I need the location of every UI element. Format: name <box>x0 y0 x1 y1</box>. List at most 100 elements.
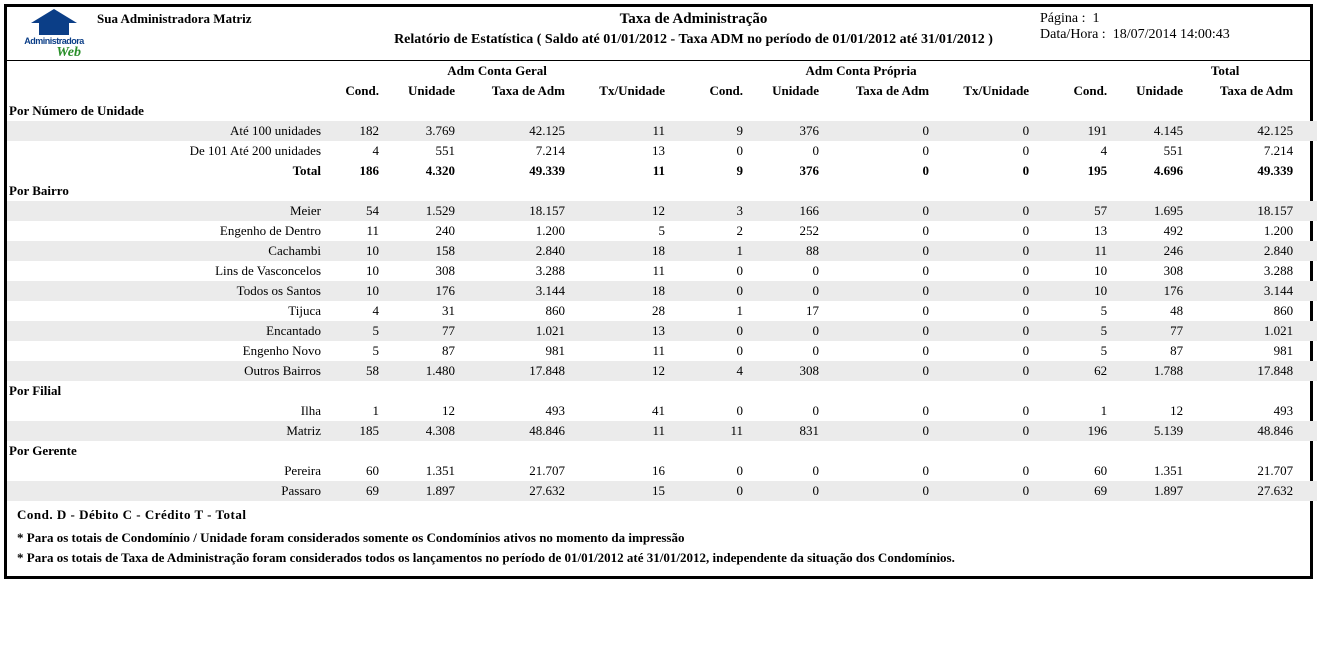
cell-value: 11 <box>1299 341 1317 361</box>
cell-value: 860 <box>461 301 571 321</box>
cell-value: 0 <box>825 121 935 141</box>
cell-value: 0 <box>749 401 825 421</box>
cell-value: 0 <box>935 241 1035 261</box>
gap <box>671 241 691 261</box>
report-table: Adm Conta GeralAdm Conta PrópriaTotalCon… <box>7 61 1317 501</box>
logo-block: Administradora Web <box>7 7 97 60</box>
cell-value: 4.696 <box>1113 161 1189 181</box>
cell-value: 981 <box>1189 341 1299 361</box>
datetime-value: 18/07/2014 14:00:43 <box>1113 27 1230 42</box>
gap <box>1035 481 1055 501</box>
cell-value: 7.214 <box>461 141 571 161</box>
cell-value: 551 <box>1113 141 1189 161</box>
cell-value: 48.846 <box>461 421 571 441</box>
cell-value: 0 <box>825 401 935 421</box>
cell-value: 185 <box>327 421 385 441</box>
cell-value: 0 <box>935 301 1035 321</box>
row-label: Até 100 unidades <box>7 121 327 141</box>
cell-value: 11 <box>327 221 385 241</box>
data-row: Meier541.52918.15712316600571.69518.1571… <box>7 201 1317 221</box>
cell-value: 860 <box>1189 301 1299 321</box>
gap <box>1035 121 1055 141</box>
cell-value: 12 <box>571 361 671 381</box>
row-label: Encantado <box>7 321 327 341</box>
report-subtitle: Relatório de Estatística ( Saldo até 01/… <box>347 32 1040 48</box>
gap <box>1035 161 1055 181</box>
cell-value: 2.840 <box>461 241 571 261</box>
cell-value: 11 <box>1299 421 1317 441</box>
gap <box>1035 281 1055 301</box>
cell-value: 5 <box>1055 321 1113 341</box>
cell-value: 0 <box>749 321 825 341</box>
cell-value: 1.351 <box>385 461 461 481</box>
row-label: De 101 Até 200 unidades <box>7 141 327 161</box>
cell-value: 3 <box>691 201 749 221</box>
data-row: Outros Bairros581.48017.84812430800621.7… <box>7 361 1317 381</box>
row-label: Lins de Vasconcelos <box>7 261 327 281</box>
cell-value: 3.769 <box>385 121 461 141</box>
section-header: Por Bairro <box>7 181 1317 201</box>
header-center: Taxa de Administração Relatório de Estat… <box>347 7 1040 60</box>
cell-value: 0 <box>749 461 825 481</box>
cell-value: 4 <box>1055 141 1113 161</box>
cell-value: 0 <box>825 341 935 361</box>
column-header: Tx/Unidade <box>935 81 1035 101</box>
cell-value: 0 <box>825 301 935 321</box>
column-header: Unidade <box>749 81 825 101</box>
cell-value: 0 <box>749 261 825 281</box>
cell-value: 88 <box>749 241 825 261</box>
data-row: Matriz1854.30848.8461111831001965.13948.… <box>7 421 1317 441</box>
cell-value: 17.848 <box>1189 361 1299 381</box>
row-label: Engenho de Dentro <box>7 221 327 241</box>
cell-value: 0 <box>825 241 935 261</box>
data-row: De 101 Até 200 unidades45517.21413000045… <box>7 141 1317 161</box>
cell-value: 42.125 <box>461 121 571 141</box>
cell-value: 15 <box>1299 481 1317 501</box>
cell-value: 1.351 <box>1113 461 1189 481</box>
cell-value: 12 <box>1113 401 1189 421</box>
cell-value: 41 <box>571 401 671 421</box>
group-header: Adm Conta Geral <box>327 61 671 81</box>
cell-value: 4 <box>691 361 749 381</box>
cell-value: 1.695 <box>1113 201 1189 221</box>
cell-value: 0 <box>935 481 1035 501</box>
datetime-label: Data/Hora : <box>1040 27 1106 42</box>
cell-value: 77 <box>385 321 461 341</box>
report-footer: Cond. D - Débito C - Crédito T - Total *… <box>7 501 1310 576</box>
cell-value: 186 <box>327 161 385 181</box>
gap <box>671 321 691 341</box>
report-title: Taxa de Administração <box>347 11 1040 28</box>
cell-value: 4.145 <box>1113 121 1189 141</box>
cell-value: 18.157 <box>1189 201 1299 221</box>
gap <box>671 361 691 381</box>
cell-value: 62 <box>1055 361 1113 381</box>
cell-value: 11 <box>691 421 749 441</box>
gap <box>1035 261 1055 281</box>
cell-value: 0 <box>935 121 1035 141</box>
cell-value: 10 <box>1055 261 1113 281</box>
logo-text-2: Web <box>13 46 95 60</box>
cell-value: 28 <box>1299 301 1317 321</box>
cell-value: 5.139 <box>1113 421 1189 441</box>
page-value: 1 <box>1093 11 1100 26</box>
gap <box>671 301 691 321</box>
cell-value: 13 <box>571 321 671 341</box>
gap <box>1035 61 1055 81</box>
cell-value: 13 <box>1299 141 1317 161</box>
cell-value: 5 <box>327 321 385 341</box>
cell-value: 0 <box>825 141 935 161</box>
cell-value: 49.339 <box>461 161 571 181</box>
gap <box>1035 221 1055 241</box>
cell-value: 1.021 <box>461 321 571 341</box>
cell-value: 0 <box>691 401 749 421</box>
report-header: Administradora Web Sua Administradora Ma… <box>7 7 1310 61</box>
cell-value: 48 <box>1113 301 1189 321</box>
gap <box>1035 461 1055 481</box>
cell-value: 18 <box>1299 241 1317 261</box>
gap <box>671 341 691 361</box>
cell-value: 376 <box>749 121 825 141</box>
column-header: Unidade <box>1113 81 1189 101</box>
cell-value: 1 <box>1055 401 1113 421</box>
cell-value: 0 <box>749 141 825 161</box>
cell-value: 0 <box>691 281 749 301</box>
